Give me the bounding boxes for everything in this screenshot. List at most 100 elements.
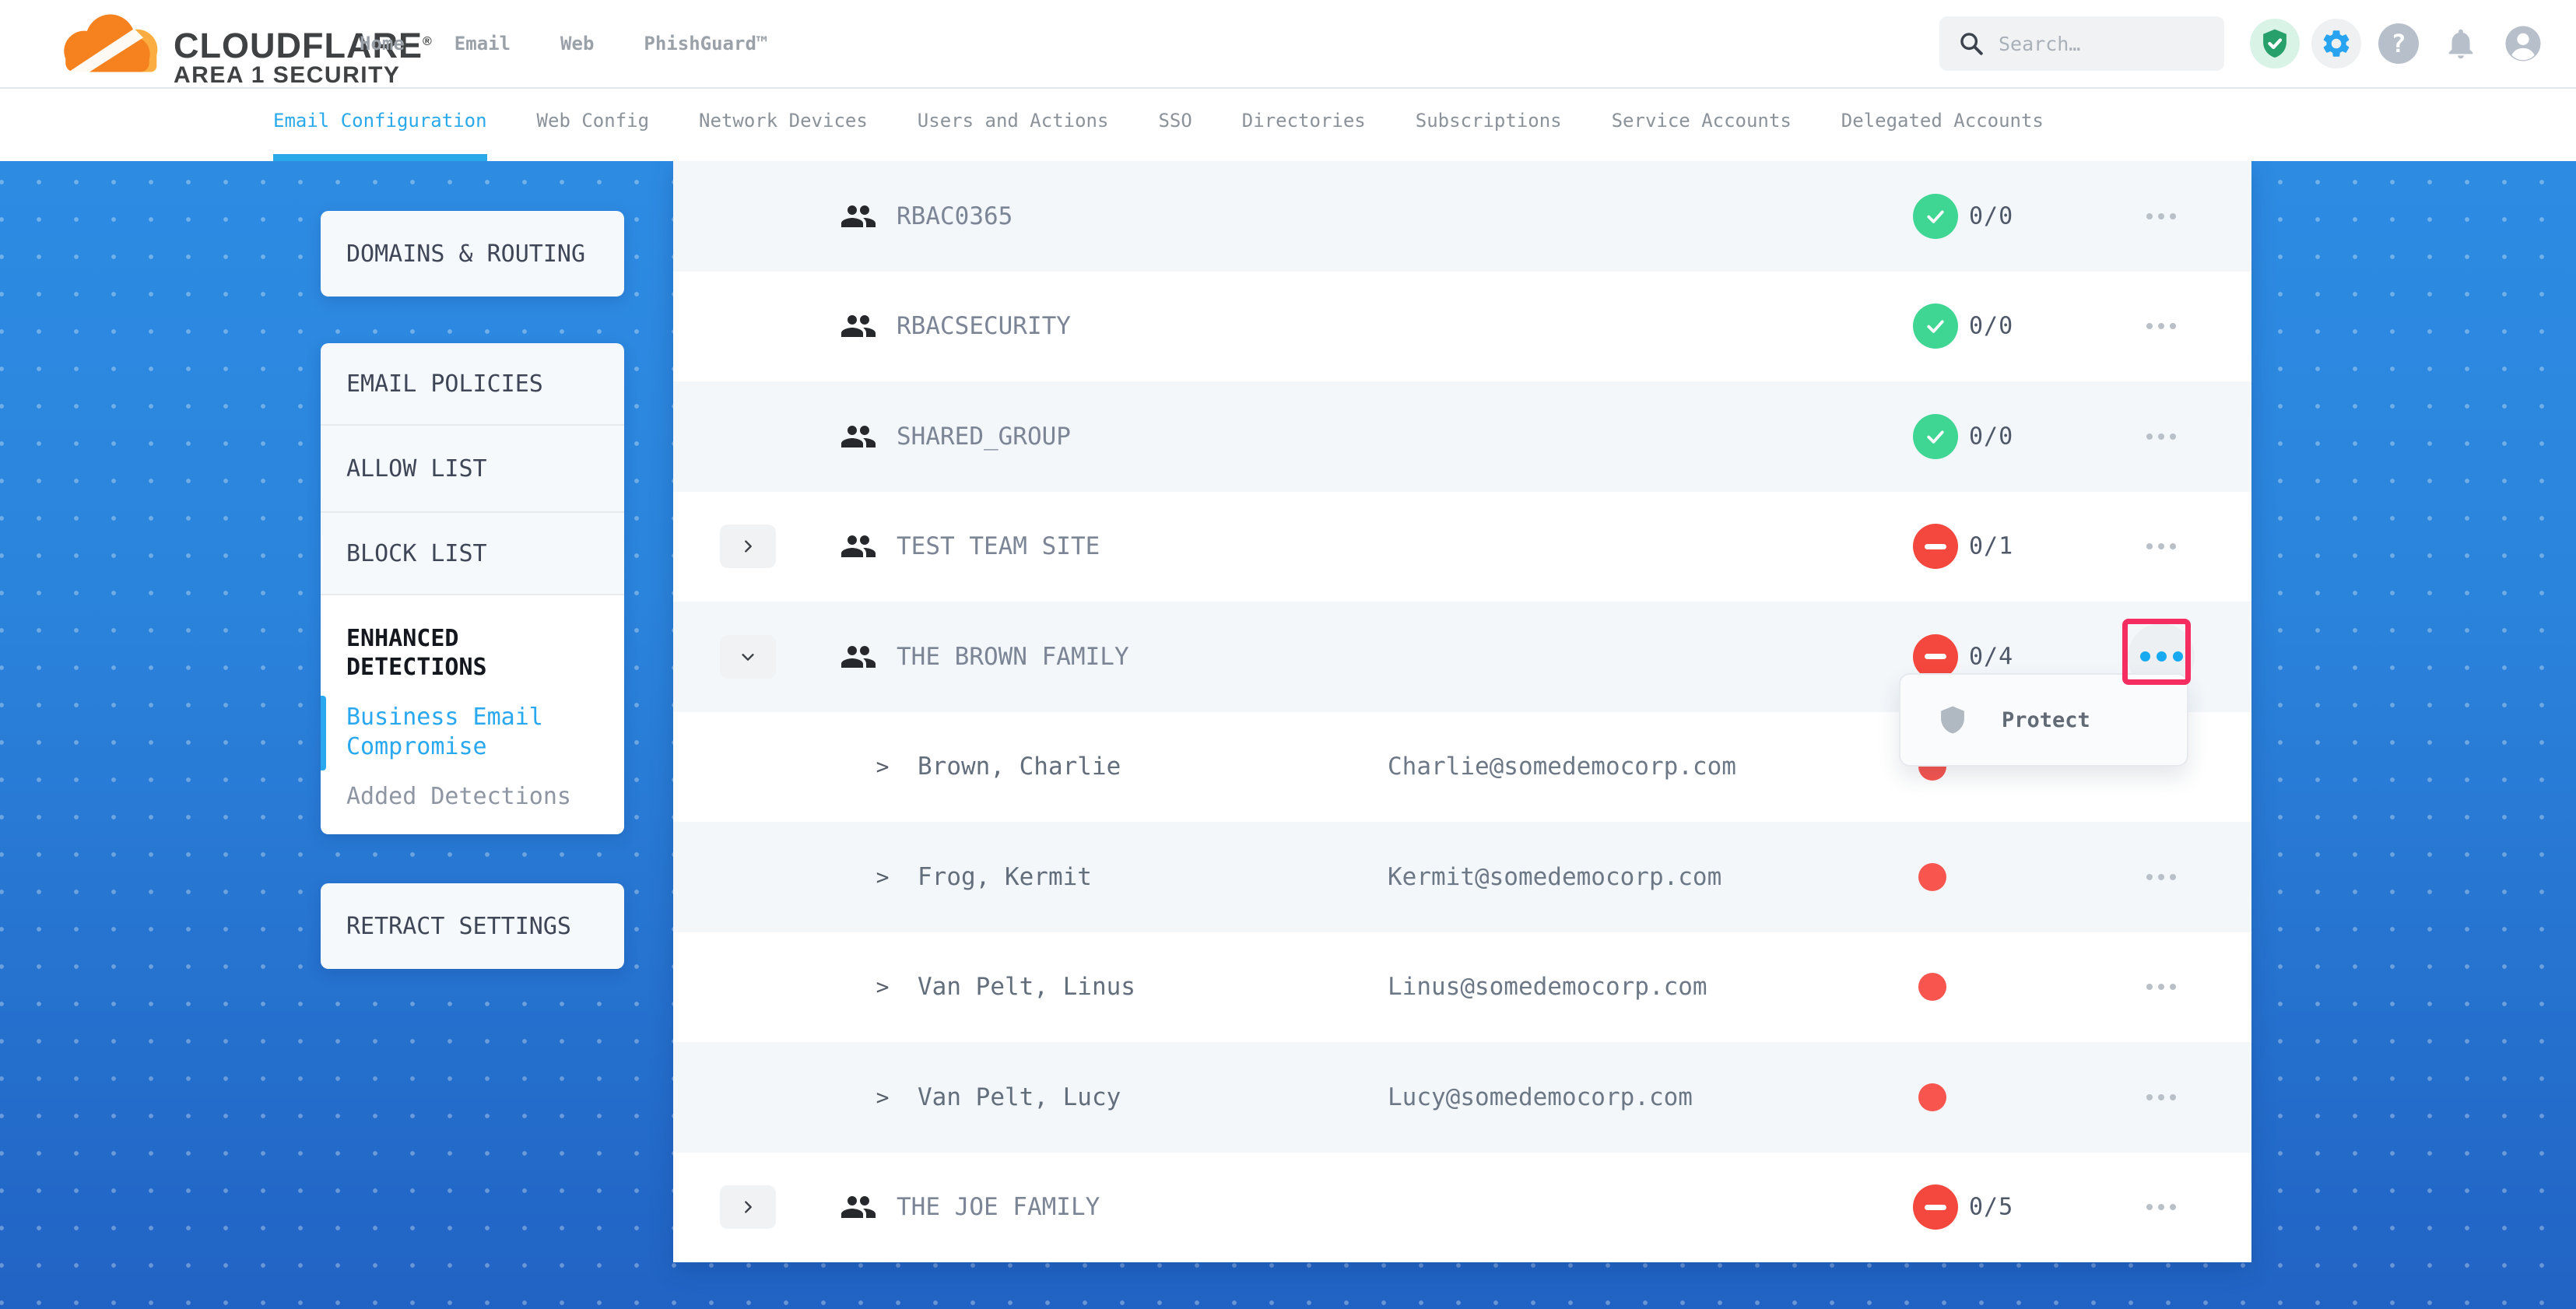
tab-delegated-accounts[interactable]: Delegated Accounts xyxy=(1841,110,2044,132)
minus-icon xyxy=(1925,543,1946,549)
notifications-bell-icon[interactable] xyxy=(2436,19,2486,68)
group-icon xyxy=(835,1187,882,1227)
logo-text: CLOUDFLARE® AREA 1 SECURITY xyxy=(174,6,433,88)
row-menu-button[interactable] xyxy=(2122,948,2200,1026)
member-email: Kermit@somedemocorp.com xyxy=(1388,862,1722,891)
tab-network-devices[interactable]: Network Devices xyxy=(699,110,868,132)
group-icon xyxy=(835,526,882,567)
expand-toggle-button[interactable] xyxy=(720,634,776,679)
brand-name: CLOUDFLARE® xyxy=(174,26,433,65)
tab-web-config[interactable]: Web Config xyxy=(536,110,650,132)
protected-count: 0/0 xyxy=(1969,312,2014,340)
member-row: > Van Pelt, Lucy Lucy@somedemocorp.com xyxy=(673,1042,2251,1153)
sidebar-item-business-email-compromise[interactable]: Business Email Compromise xyxy=(346,704,543,760)
member-chevron-icon: > xyxy=(876,974,890,1000)
row-menu-button[interactable] xyxy=(2122,287,2200,365)
row-menu-button[interactable] xyxy=(2122,507,2200,585)
group-row: SHARED_GROUP 0/0 xyxy=(673,381,2251,492)
member-chevron-icon: > xyxy=(876,864,890,890)
tab-sso[interactable]: SSO xyxy=(1158,110,1192,132)
row-context-menu[interactable]: Protect xyxy=(1899,673,2188,767)
protected-count: 0/0 xyxy=(1969,202,2014,230)
member-email: Charlie@somedemocorp.com xyxy=(1388,753,1736,781)
retract-settings-label: RETRACT SETTINGS xyxy=(346,912,571,940)
nav-email[interactable]: Email xyxy=(454,33,511,54)
group-row: THE JOE FAMILY 0/5 xyxy=(673,1152,2251,1262)
search-box[interactable] xyxy=(1939,16,2248,71)
member-name: Van Pelt, Linus xyxy=(918,973,1135,1002)
security-shield-status-icon[interactable] xyxy=(2250,19,2300,68)
nav-home[interactable]: Home xyxy=(360,33,405,54)
member-status-dot xyxy=(1918,862,1946,891)
domains-routing-label: DOMAINS & ROUTING xyxy=(346,240,586,268)
minus-icon xyxy=(1925,654,1946,660)
sidebar-item-email-policies[interactable]: EMAIL POLICIES xyxy=(346,370,543,398)
status-badge xyxy=(1913,524,1958,570)
status-badge xyxy=(1913,1184,1958,1230)
member-name: Van Pelt, Lucy xyxy=(918,1083,1121,1111)
sidebar-item-block-list[interactable]: BLOCK LIST xyxy=(321,511,624,594)
member-name: Brown, Charlie xyxy=(918,753,1121,781)
app-header: CLOUDFLARE® AREA 1 SECURITY Home Email W… xyxy=(0,0,2576,89)
sidebar-card-domains-routing[interactable]: DOMAINS & ROUTING xyxy=(321,211,624,297)
protected-count: 0/0 xyxy=(1969,423,2014,451)
protected-count: 0/4 xyxy=(1969,643,2014,671)
member-email: Lucy@somedemocorp.com xyxy=(1388,1083,1693,1111)
member-chevron-icon: > xyxy=(876,753,890,780)
group-row: TEST TEAM SITE 0/1 xyxy=(673,491,2251,602)
group-icon xyxy=(835,416,882,457)
member-email: Linus@somedemocorp.com xyxy=(1388,973,1707,1002)
nav-phishguard[interactable]: PhishGuard™ xyxy=(644,33,768,54)
group-row: RBAC0365 0/0 xyxy=(673,161,2251,272)
group-icon xyxy=(835,306,882,346)
status-badge xyxy=(1913,633,1958,679)
search-input[interactable] xyxy=(1997,31,2248,56)
group-name: TEST TEAM SITE xyxy=(897,532,1100,561)
search-icon xyxy=(1960,33,1983,55)
row-menu-button[interactable] xyxy=(2122,838,2200,916)
cloudflare-logo: CLOUDFLARE® AREA 1 SECURITY xyxy=(49,6,433,88)
member-name: Frog, Kermit xyxy=(918,862,1092,891)
tab-service-accounts[interactable]: Service Accounts xyxy=(1611,110,1792,132)
member-status-dot xyxy=(1918,973,1946,1002)
account-avatar-icon[interactable] xyxy=(2498,19,2548,68)
tab-users-and-actions[interactable]: Users and Actions xyxy=(917,110,1109,132)
status-badge xyxy=(1913,304,1958,349)
group-name: RBAC0365 xyxy=(897,202,1013,230)
group-name: THE BROWN FAMILY xyxy=(897,642,1129,671)
group-name: RBACSECURITY xyxy=(897,312,1071,341)
sidebar-section-enhanced-detections: ENHANCED DETECTIONS Business Email Compr… xyxy=(321,594,624,834)
registered-mark: ® xyxy=(422,35,433,48)
row-menu-button[interactable] xyxy=(2122,398,2200,476)
sidebar-item-allow-list[interactable]: ALLOW LIST xyxy=(321,424,624,511)
status-badge xyxy=(1913,413,1958,459)
group-name: SHARED_GROUP xyxy=(897,422,1071,451)
tab-directories[interactable]: Directories xyxy=(1241,110,1366,132)
protect-menu-item[interactable]: Protect xyxy=(2002,707,2090,732)
cloudflare-cloud-icon xyxy=(64,14,158,77)
minus-icon xyxy=(1925,1204,1946,1210)
row-menu-button[interactable] xyxy=(2122,1168,2200,1246)
help-icon[interactable]: ? xyxy=(2378,23,2419,64)
sidebar-card-retract-settings[interactable]: RETRACT SETTINGS xyxy=(321,883,624,969)
group-table-rows: RBAC0365 0/0 RBACSECURITY 0/0 SHARED_G xyxy=(673,161,2251,1262)
group-row: RBACSECURITY 0/0 xyxy=(673,271,2251,381)
status-badge xyxy=(1913,193,1958,239)
row-menu-button[interactable] xyxy=(2122,177,2200,255)
row-menu-button[interactable] xyxy=(2122,1058,2200,1136)
groups-table: RBAC0365 0/0 RBACSECURITY 0/0 SHARED_G xyxy=(673,161,2251,1262)
sidebar-item-added-detections[interactable]: Added Detections xyxy=(346,783,571,810)
nav-web[interactable]: Web xyxy=(560,33,595,54)
protected-count: 0/1 xyxy=(1969,532,2014,560)
group-icon xyxy=(835,196,882,237)
expand-toggle-button[interactable] xyxy=(720,1185,776,1230)
member-chevron-icon: > xyxy=(876,1084,890,1111)
expand-toggle-button[interactable] xyxy=(720,525,776,569)
settings-gear-icon[interactable] xyxy=(2311,19,2361,68)
tab-email-configuration[interactable]: Email Configuration xyxy=(273,87,487,161)
group-icon xyxy=(835,637,882,677)
enhanced-detections-title[interactable]: ENHANCED DETECTIONS xyxy=(346,625,487,681)
group-name: THE JOE FAMILY xyxy=(897,1193,1100,1222)
tab-subscriptions[interactable]: Subscriptions xyxy=(1415,110,1562,132)
brand-subtitle: AREA 1 SECURITY xyxy=(174,62,401,88)
